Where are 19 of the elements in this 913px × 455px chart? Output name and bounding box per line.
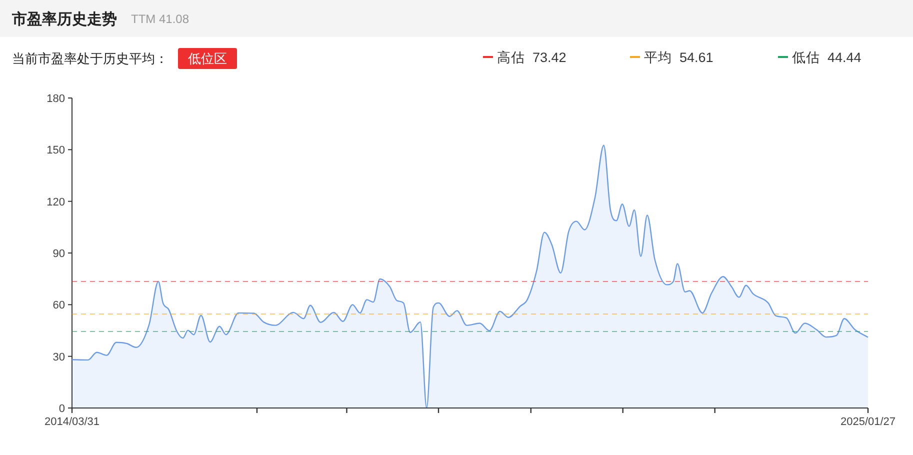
- y-tick-label: 30: [52, 351, 65, 364]
- refline-legend: 高估 73.42: [483, 50, 566, 65]
- refline-legend: 平均 54.61: [630, 50, 714, 65]
- x-tick-label: 2025/01/27: [840, 416, 896, 428]
- subtitle: TTM 41.08: [131, 12, 190, 26]
- annotation: 当前市盈率处于历史平均：: [12, 51, 168, 66]
- legend-label: 低估 44.44: [792, 50, 862, 65]
- annotation-badge: 低位区: [178, 48, 237, 69]
- y-tick-label: 90: [52, 248, 65, 260]
- x-tick-label: 2014/03/31: [44, 416, 100, 428]
- title: 市盈率历史走势: [12, 11, 117, 28]
- y-tick-label: 120: [46, 196, 65, 208]
- y-tick-label: 150: [46, 144, 65, 157]
- legend-label: 高估 73.42: [497, 50, 566, 65]
- refline-legend: 低估 44.44: [778, 50, 862, 65]
- legend-label: 平均 54.61: [644, 50, 714, 65]
- y-tick-label: 60: [52, 300, 65, 312]
- y-tick-label: 180: [46, 93, 65, 105]
- y-tick-label: 0: [58, 403, 65, 415]
